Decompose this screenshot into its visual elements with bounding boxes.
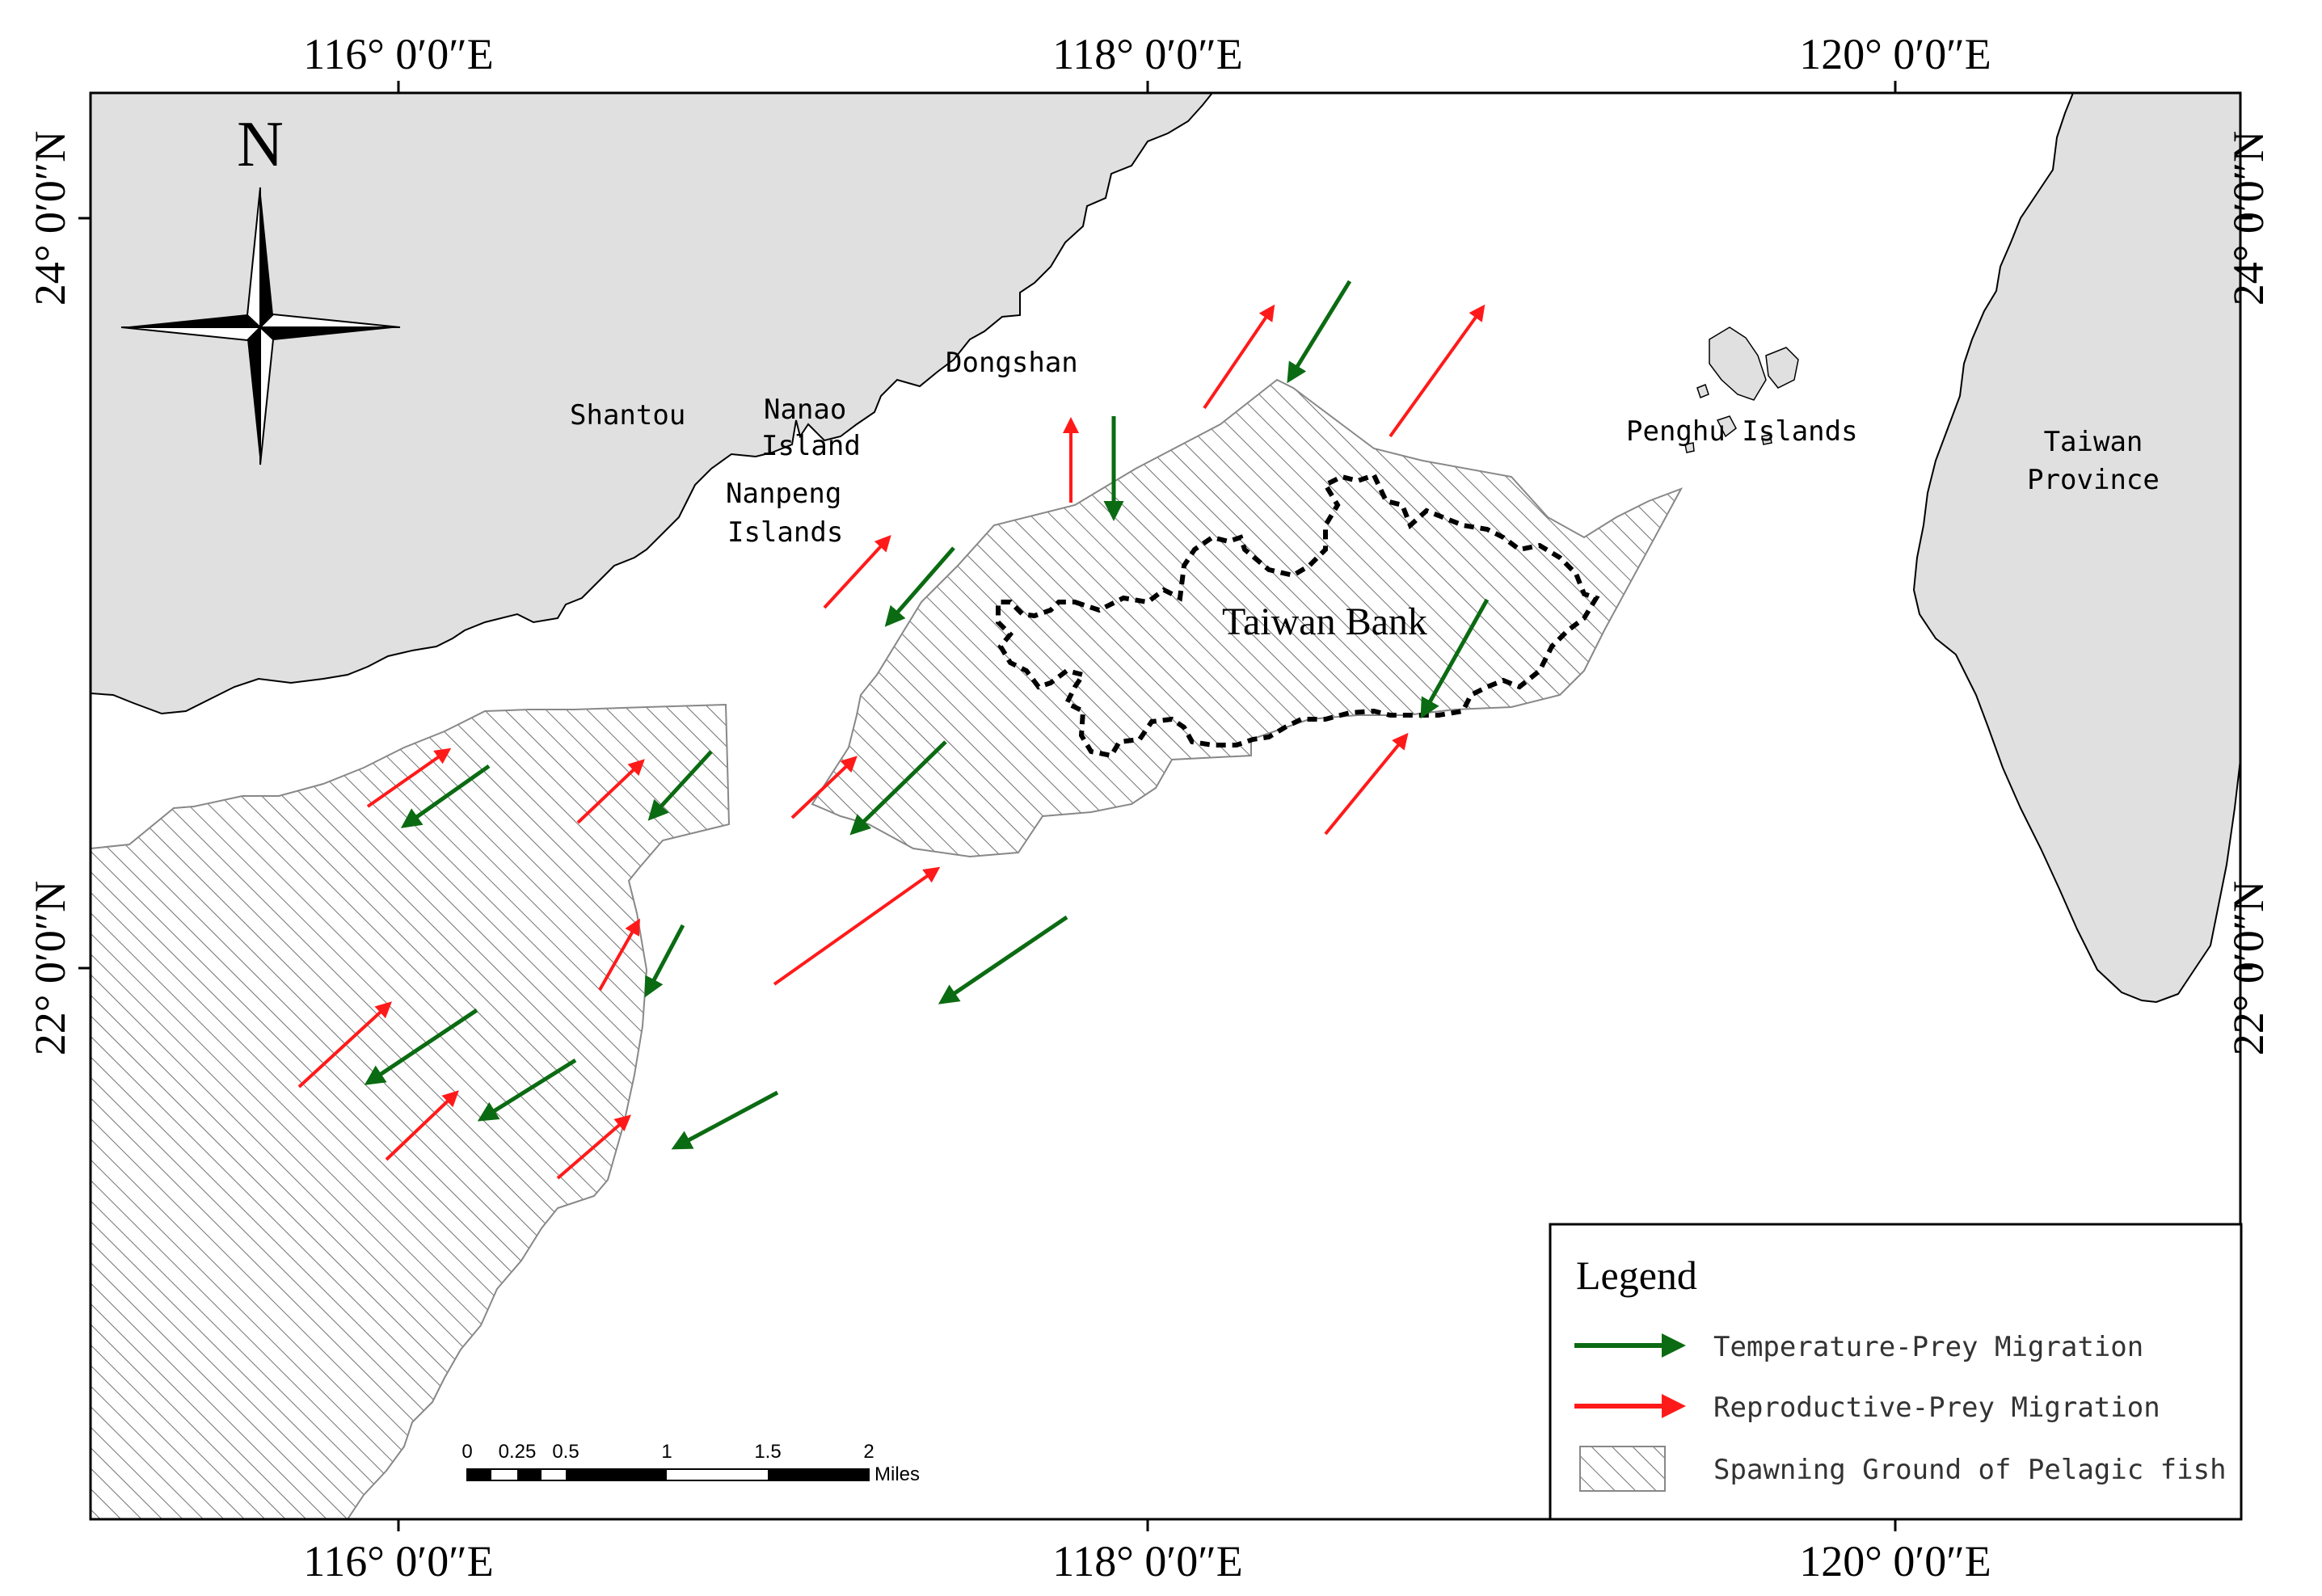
temperature-prey-arrow: [884, 546, 955, 627]
label-nanpeng-2: Islands: [727, 516, 843, 549]
legend-hatch-swatch: [1579, 1446, 1666, 1492]
label-taiwan-2: Province: [2027, 464, 2160, 496]
top-lon-label: 120° 0′0″E: [1799, 30, 1991, 78]
reproductive-prey-arrow: [1324, 732, 1409, 836]
reproductive-prey-arrows: [297, 304, 1485, 1180]
temperature-prey-arrows: [364, 280, 1490, 1150]
north-label: N: [237, 109, 284, 180]
reproductive-prey-arrow: [366, 747, 452, 808]
reproductive-prey-arrow: [790, 756, 858, 819]
temperature-prey-arrow: [364, 1008, 478, 1085]
right-lat-label: 24° 0′0″N: [2224, 131, 2273, 305]
temperature-prey-arrow: [938, 915, 1068, 1004]
label-dongshan: Dongshan: [946, 347, 1078, 379]
reproductive-prey-arrow: [598, 918, 640, 991]
reproductive-prey-arrow: [385, 1090, 459, 1161]
taiwan-land: [1912, 92, 2241, 1004]
legend-title: Legend: [1576, 1253, 1697, 1298]
label-penghu: Penghu Islands: [1626, 415, 1858, 448]
temperature-prey-arrow: [849, 740, 947, 836]
right-lat-label: 22° 0′0″N: [2224, 881, 2273, 1055]
temperature-prey-arrow: [1420, 598, 1490, 719]
legend-label-reproductive: Reproductive-Prey Migration: [1713, 1392, 2160, 1424]
scale-tick-label: 2: [863, 1441, 874, 1463]
bottom-lon-label: 116° 0′0″E: [303, 1537, 493, 1585]
spawning-ground-west: [90, 703, 731, 1520]
penghu-islands: [1684, 326, 1799, 453]
temperature-prey-arrow: [1287, 280, 1352, 384]
reproductive-prey-arrow: [297, 1001, 392, 1089]
legend: Legend Temperature-Prey Migration Reprod…: [1549, 1223, 2243, 1521]
reproductive-prey-arrow: [576, 759, 645, 824]
reproductive-prey-arrow: [556, 1114, 632, 1180]
label-nanao-1: Nanao: [764, 394, 846, 426]
reproductive-prey-arrow: [1203, 304, 1275, 410]
scale-tick-label: 0.25: [499, 1441, 537, 1463]
left-lat-label: 22° 0′0″N: [26, 881, 74, 1055]
map-border: [89, 91, 2242, 1521]
scale-unit: Miles: [874, 1463, 920, 1485]
reproductive-prey-arrow: [773, 866, 941, 986]
reproductive-prey-arrow: [823, 535, 891, 609]
label-nanao-2: Island: [761, 430, 861, 462]
scale-bar: 0 0.25 0.5 1 1.5 2 Miles: [461, 1441, 920, 1485]
scale-tick-label: 1.5: [754, 1441, 781, 1463]
mainland-china-land: [90, 92, 1215, 715]
temperature-prey-arrow: [477, 1058, 577, 1122]
label-nanpeng-1: Nanpeng: [726, 478, 841, 510]
scale-tick-label: 0.5: [552, 1441, 579, 1463]
temperature-prey-arrow: [400, 764, 491, 828]
top-lon-label: 118° 0′0″E: [1052, 30, 1242, 78]
temperature-prey-arrow: [644, 924, 685, 998]
bottom-lon-label: 120° 0′0″E: [1799, 1537, 1991, 1585]
temperature-prey-arrow: [671, 1090, 779, 1150]
legend-label-spawning: Spawning Ground of Pelagic fish: [1713, 1454, 2227, 1486]
north-arrow: N: [120, 109, 401, 465]
scale-tick-label: 1: [661, 1441, 672, 1463]
graticule-ticks: [78, 81, 2252, 1531]
legend-label-temperature: Temperature-Prey Migration: [1713, 1331, 2143, 1363]
label-taiwan-bank: Taiwan Bank: [1222, 600, 1427, 643]
spawning-ground-east: [811, 378, 1684, 858]
temperature-prey-arrow: [647, 750, 713, 821]
top-lon-label: 116° 0′0″E: [303, 30, 493, 78]
scale-tick-label: 0: [461, 1441, 472, 1463]
label-taiwan-1: Taiwan: [2044, 426, 2143, 458]
label-shantou: Shantou: [570, 399, 685, 432]
bottom-lon-label: 118° 0′0″E: [1052, 1537, 1242, 1585]
left-lat-label: 24° 0′0″N: [26, 131, 74, 305]
reproductive-prey-arrow: [1389, 304, 1485, 438]
